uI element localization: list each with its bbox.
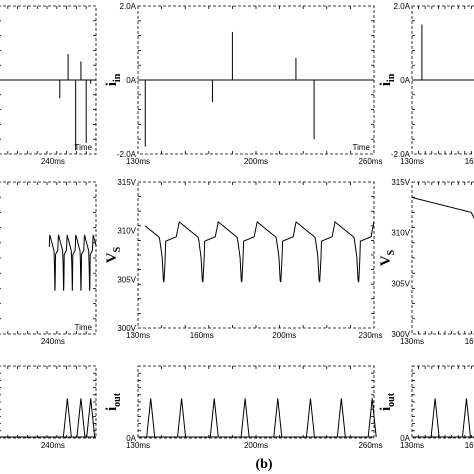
y-axis-label-sub: out [386,392,397,407]
x-tick-label: 130ms [400,441,424,450]
plot-frame [137,181,375,329]
y-tick-label: 0A [400,434,410,443]
current-pulse [367,398,377,438]
current-pulse [461,398,471,438]
current-pulse [146,398,156,438]
y-tick-label: -2.0A [117,150,137,159]
y-axis-label: VS [104,246,123,263]
current-pulse [273,398,283,438]
current-pulse [62,398,72,438]
current-pulse [76,398,86,438]
x-axis-label: Time [75,323,93,332]
panel-iout-left: 240ms [0,365,97,450]
x-tick-label: 130ms [126,331,150,340]
x-tick-label: 130ms [400,337,424,346]
current-pulse [336,398,346,438]
y-axis-label: iin [378,73,397,86]
figure-caption: (b) [255,457,272,472]
x-tick-label: 130ms [126,441,150,450]
x-tick-label: 260ms [358,441,382,450]
current-pulse [305,398,315,438]
x-tick-label: 260ms [358,157,382,166]
current-pulse [430,398,440,438]
y-tick-label: 2.0A [394,2,411,11]
y-axis-label: iin [104,73,123,86]
y-axis-label-sub: S [386,249,397,255]
y-tick-label: 0A [126,434,136,443]
y-tick-label: 300V [117,324,136,333]
y-tick-label: 310V [391,229,410,238]
x-tick-label: 200ms [272,331,296,340]
x-tick-label: 160ms [190,331,214,340]
x-tick-label: 160m [465,157,474,166]
current-pulse [86,398,96,438]
y-tick-label: 305V [117,275,136,284]
y-tick-label: -2.0A [391,150,411,159]
voltage-trace [411,197,474,220]
plot-frame [411,365,474,439]
y-tick-label: 315V [391,178,410,187]
x-tick-label: 240ms [41,157,65,166]
y-tick-label: 300V [391,330,410,339]
voltage-trace [144,220,375,283]
plot-frame [411,181,474,335]
panel-vs-left: 240ms Time [0,181,97,346]
y-axis-label-sub: in [386,73,397,82]
y-tick-label: 0A [126,76,136,85]
x-tick-label: 130ms [400,157,424,166]
x-axis-label: Time [353,143,371,152]
y-axis-label-sub: S [112,246,123,252]
y-tick-label: 2.0A [120,2,137,11]
y-tick-label: 310V [117,227,136,236]
x-axis-label: Time [75,143,93,152]
x-tick-label: 240ms [41,337,65,346]
y-tick-label: 0A [400,76,410,85]
x-tick-label: 240ms [41,441,65,450]
y-tick-label: 315V [117,178,136,187]
x-tick-label: 200ms [244,157,268,166]
y-axis-label: iout [378,392,397,411]
voltage-trace [48,234,97,291]
y-axis-label: VS [378,249,397,266]
y-axis-label-sub: in [112,73,123,82]
y-axis-label: iout [104,392,123,411]
x-tick-label: 160m [465,337,474,346]
x-tick-label: 230ms [358,331,382,340]
y-axis-label-sub: out [112,392,123,407]
current-pulse [177,398,187,438]
panel-iin-left: 240ms Time [0,5,97,166]
y-tick-label: 305V [391,279,410,288]
x-tick-label: 200ms [244,441,268,450]
x-tick-label: 160m [465,441,474,450]
current-pulse [240,398,250,438]
current-pulse [209,398,219,438]
x-tick-label: 130ms [126,157,150,166]
